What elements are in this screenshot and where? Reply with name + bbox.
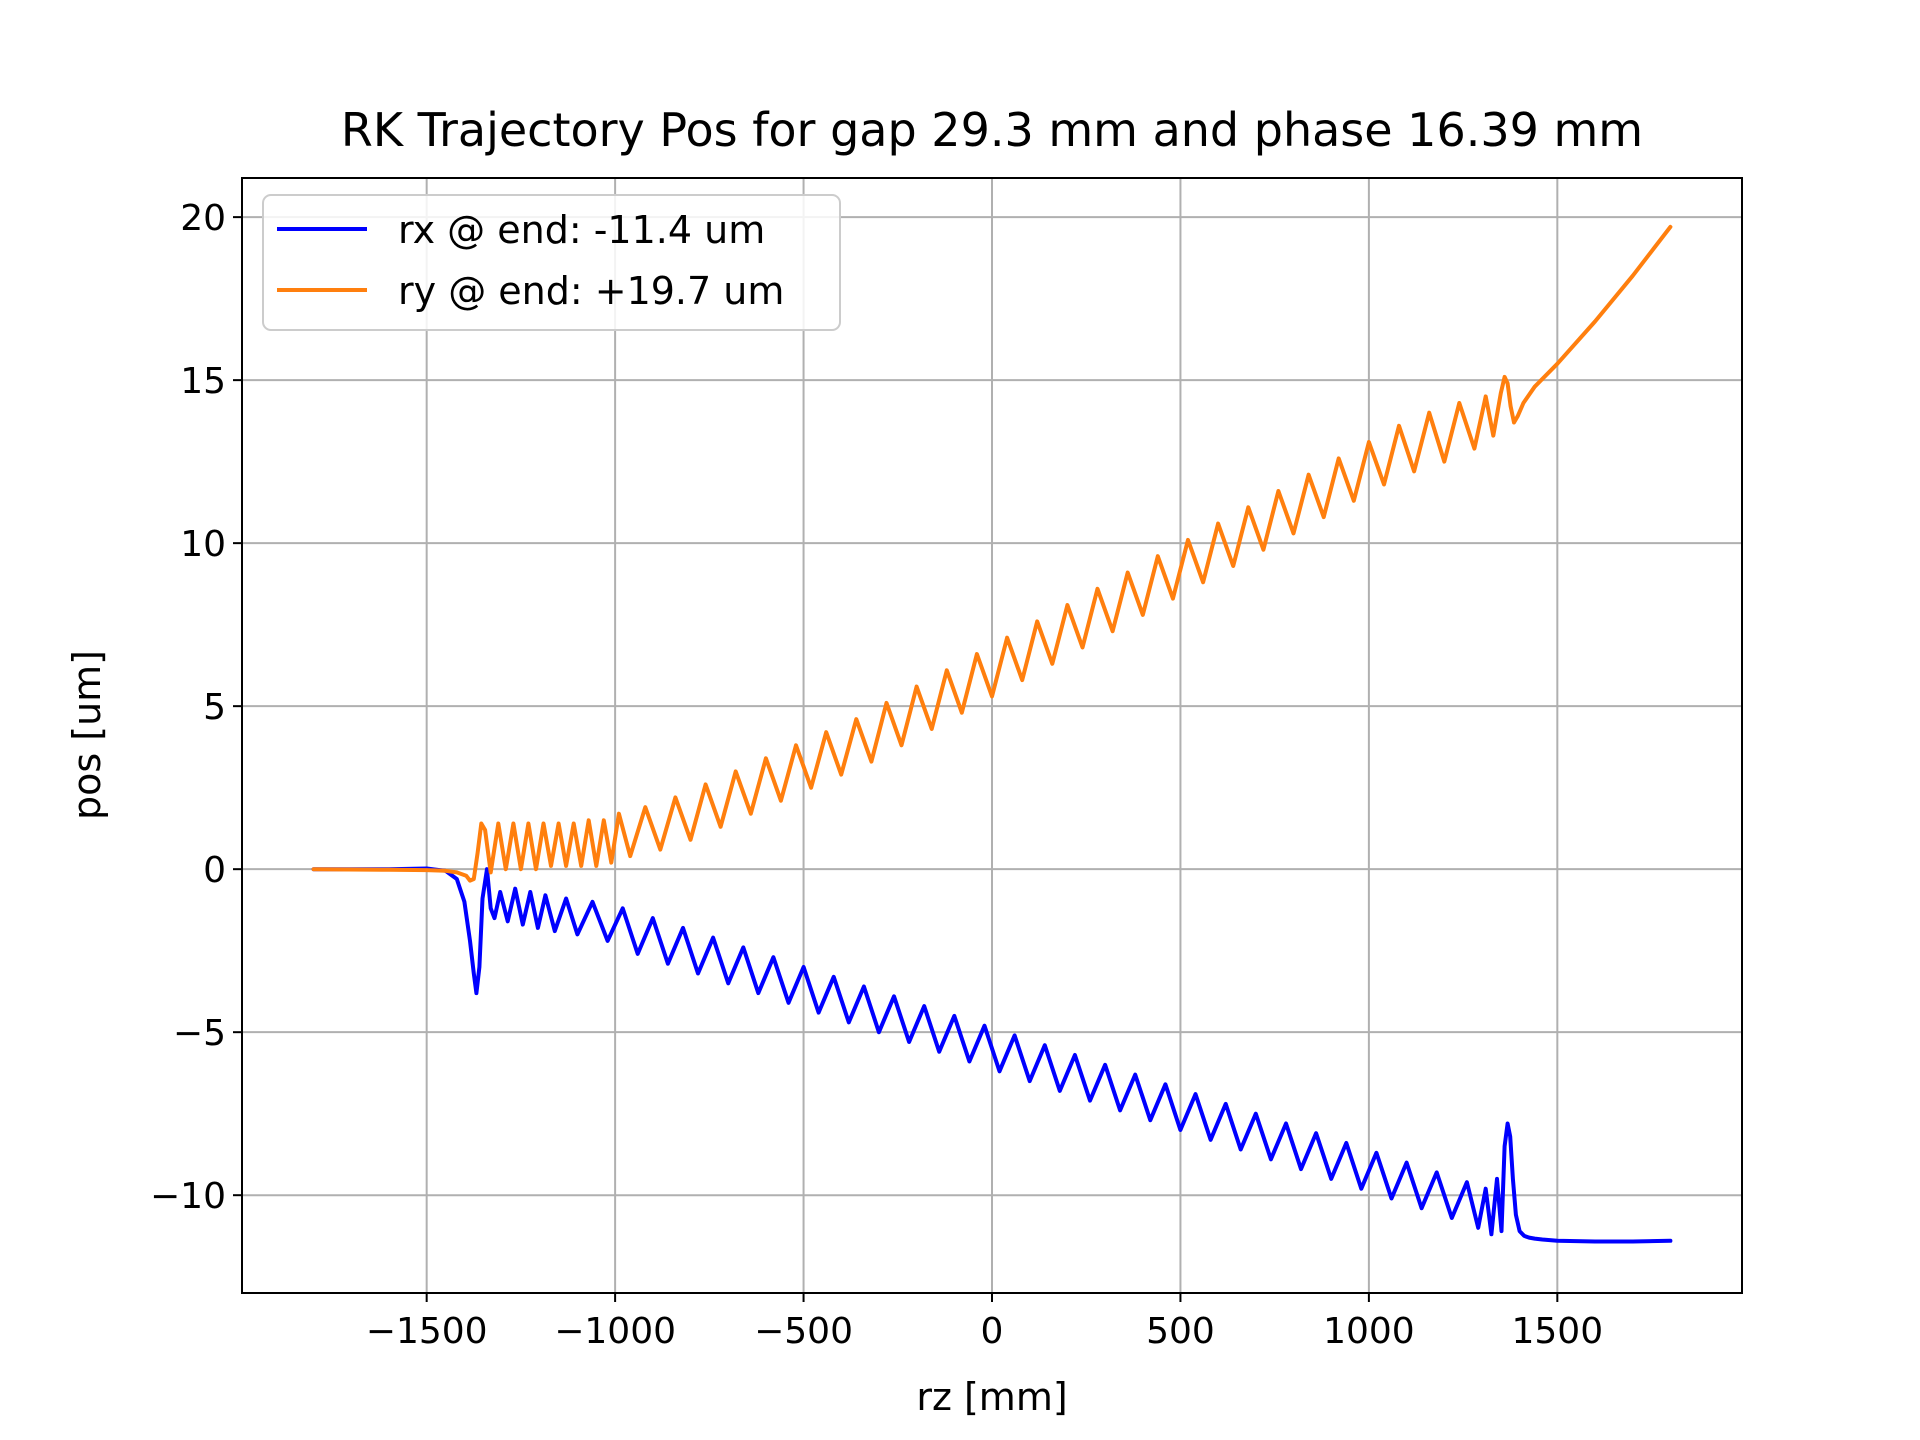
- x-tick-label: 500: [1146, 1311, 1215, 1352]
- y-tick-label: −5: [173, 1013, 226, 1054]
- x-axis-label: rz [mm]: [916, 1375, 1067, 1419]
- legend-box: [262, 194, 841, 331]
- legend-label-rx: rx @ end: -11.4 um: [398, 208, 765, 252]
- x-axis: −1500 −1000 −500 0 500 1000 1500: [366, 1293, 1603, 1352]
- y-tick-label: 10: [180, 524, 226, 565]
- chart-title: RK Trajectory Pos for gap 29.3 mm and ph…: [341, 103, 1643, 157]
- legend-label-ry: ry @ end: +19.7 um: [398, 269, 784, 313]
- x-tick-label: −1000: [554, 1311, 676, 1352]
- x-tick-label: −1500: [366, 1311, 488, 1352]
- x-tick-label: −500: [754, 1311, 853, 1352]
- y-tick-label: 15: [180, 361, 226, 402]
- x-tick-label: 0: [981, 1311, 1004, 1352]
- grid: [242, 178, 1742, 1293]
- y-axis-label: pos [um]: [65, 650, 109, 820]
- x-tick-label: 1500: [1512, 1311, 1604, 1352]
- x-tick-label: 1000: [1323, 1311, 1415, 1352]
- y-tick-label: 0: [203, 850, 226, 891]
- y-axis: −10 −5 0 5 10 15 20: [150, 198, 242, 1217]
- series-line-rx: [311, 866, 1673, 1244]
- series-line-ry: [311, 224, 1673, 883]
- y-tick-label: 20: [180, 198, 226, 239]
- y-tick-label: 5: [203, 687, 226, 728]
- y-tick-label: −10: [150, 1176, 226, 1217]
- legend: rx @ end: -11.4 um ry @ end: +19.7 um: [262, 194, 841, 331]
- series-layer: [311, 224, 1673, 1244]
